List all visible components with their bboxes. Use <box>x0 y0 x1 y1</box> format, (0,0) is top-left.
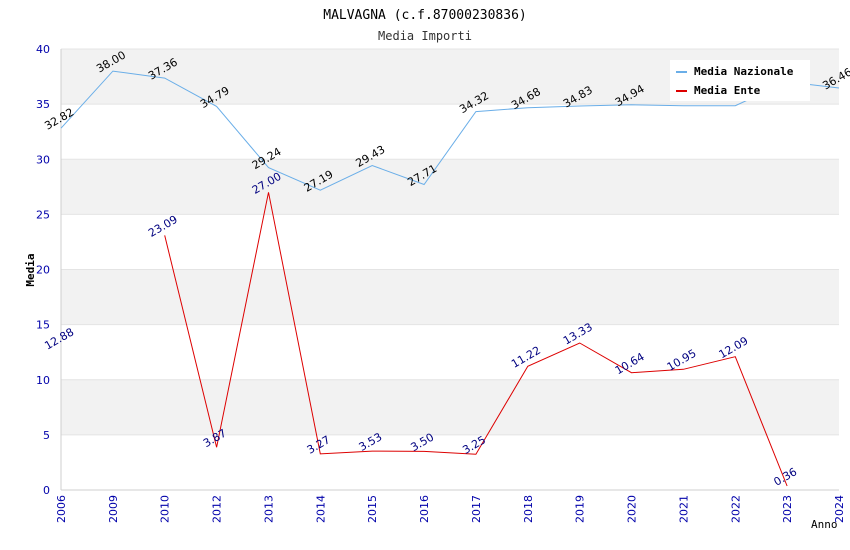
x-tick-label: 2012 <box>211 495 224 523</box>
series-lines <box>60 70 840 487</box>
x-tick-label: 2024 <box>833 495 846 523</box>
y-tick-label: 25 <box>36 208 50 221</box>
y-tick-label: 5 <box>43 429 50 442</box>
data-label-ente: 23.09 <box>146 213 180 240</box>
grid-band <box>61 379 839 435</box>
axes <box>60 49 839 491</box>
y-tick-label: 0 <box>43 484 50 497</box>
x-tick-label: 2014 <box>314 495 327 523</box>
data-label-ente: 0.36 <box>772 465 800 489</box>
grid-band <box>61 269 839 325</box>
data-label-ente: 11.22 <box>509 344 543 371</box>
y-tick-label: 10 <box>36 374 50 387</box>
y-tick-label: 15 <box>36 319 50 332</box>
y-tick-label: 20 <box>36 264 50 277</box>
y-tick-label: 40 <box>36 43 50 56</box>
chart-title: MALVAGNA (c.f.87000230836) <box>323 8 527 23</box>
x-tick-label: 2013 <box>262 495 275 523</box>
x-tick-label: 2021 <box>677 495 690 523</box>
x-axis-label: Anno <box>811 518 838 531</box>
legend: Media Nazionale Media Ente <box>670 60 810 101</box>
grid-band <box>61 159 839 215</box>
x-tick-label: 2010 <box>159 495 172 523</box>
x-tick-label: 2017 <box>470 495 483 523</box>
x-tick-label: 2019 <box>574 495 587 523</box>
y-tick-label: 30 <box>36 153 50 166</box>
x-tick-label: 2022 <box>729 495 742 523</box>
grid-bands <box>61 49 839 435</box>
data-label-ente: 10.64 <box>613 350 647 377</box>
line-media-nazionale <box>60 70 840 191</box>
x-tick-label: 2009 <box>107 495 120 523</box>
x-tick-label: 2023 <box>781 495 794 523</box>
x-tick-labels: 2006 2009 2010 2012 2013 2014 2015 2016 2017 2018… <box>55 495 846 523</box>
legend-label-ente: Media Ente <box>694 84 761 97</box>
y-axis-label: Media <box>24 253 37 286</box>
x-tick-label: 2016 <box>418 495 431 523</box>
x-tick-label: 2006 <box>55 495 68 523</box>
legend-box <box>670 60 810 101</box>
x-tick-label: 2015 <box>366 495 379 523</box>
legend-label-nazionale: Media Nazionale <box>694 65 794 78</box>
x-tick-label: 2020 <box>626 495 639 523</box>
data-label-ente: 3.25 <box>460 433 488 457</box>
y-tick-labels: 0 5 10 15 20 25 30 35 40 <box>36 43 50 497</box>
line-media-ente <box>164 192 788 487</box>
chart-subtitle: Media Importi <box>378 29 472 43</box>
x-tick-label: 2018 <box>522 495 535 523</box>
y-tick-label: 35 <box>36 98 50 111</box>
